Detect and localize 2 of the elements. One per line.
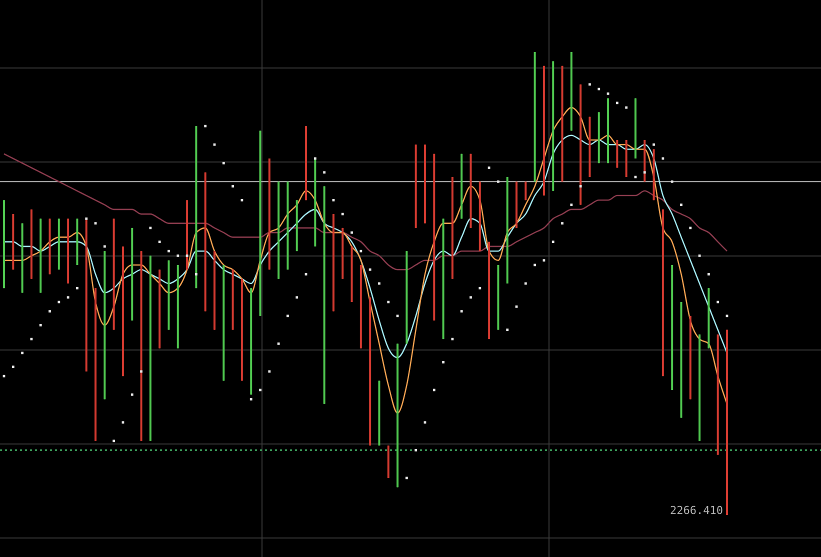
candlestick bbox=[524, 181, 527, 201]
annotation: 2266.410 bbox=[670, 504, 723, 517]
